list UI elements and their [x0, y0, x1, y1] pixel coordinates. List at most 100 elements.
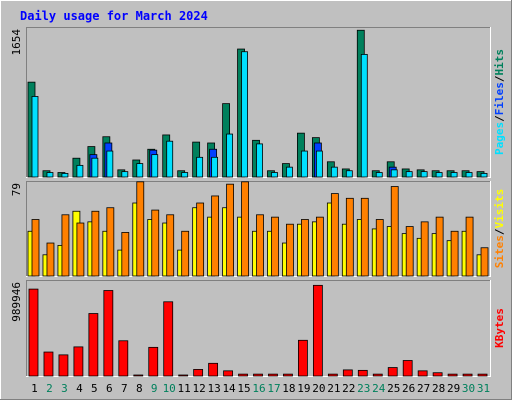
panel-visits-sites: 79 Sites/Visits — [10, 181, 506, 277]
chart-title: Daily usage for March 2024 — [20, 9, 208, 23]
bar-sites-day-25 — [390, 186, 399, 277]
panel-legend: Sites/Visits — [493, 189, 506, 269]
bar-kbytes-day-26 — [402, 360, 413, 377]
bar-sites-day-4 — [76, 222, 85, 277]
bar-sites-day-16 — [256, 214, 264, 277]
day-label-15: 15 — [237, 382, 250, 395]
bar-pages-day-11 — [181, 172, 189, 178]
bar-pages-day-14 — [226, 133, 233, 178]
bar-pages-day-23 — [360, 54, 368, 178]
day-label-5: 5 — [91, 382, 98, 395]
bar-pages-day-8 — [136, 163, 144, 178]
bar-kbytes-day-3 — [58, 354, 69, 377]
day-label-11: 11 — [178, 382, 191, 395]
bar-kbytes-day-18 — [283, 373, 293, 377]
bar-kbytes-day-1 — [28, 288, 39, 377]
bar-pages-day-18 — [286, 166, 293, 178]
bar-kbytes-day-23 — [357, 369, 368, 377]
bar-sites-day-8 — [136, 181, 145, 277]
bar-pages-day-31 — [480, 173, 488, 178]
bar-kbytes-day-16 — [253, 373, 263, 377]
bar-pages-day-19 — [301, 150, 308, 178]
bar-pages-day-4 — [76, 164, 84, 178]
bar-sites-day-31 — [480, 247, 489, 277]
bar-kbytes-day-11 — [178, 374, 189, 377]
legend-entry: / — [493, 228, 506, 235]
bar-pages-day-17 — [271, 172, 278, 178]
bar-pages-day-3 — [61, 173, 69, 178]
legend-entry: / — [493, 115, 506, 122]
bar-sites-day-27 — [420, 221, 429, 277]
legend-entry: Pages — [493, 122, 506, 155]
bar-pages-day-1 — [31, 96, 39, 178]
day-label-4: 4 — [76, 382, 83, 395]
legend-entry: Files — [493, 82, 506, 115]
bar-kbytes-day-21 — [327, 373, 338, 377]
day-label-10: 10 — [163, 382, 176, 395]
bar-kbytes-day-10 — [163, 301, 174, 377]
day-label-17: 17 — [267, 382, 280, 395]
day-label-18: 18 — [282, 382, 295, 395]
bar-pages-day-26 — [405, 171, 413, 178]
bar-sites-day-17 — [271, 216, 279, 277]
bar-pages-day-30 — [465, 172, 473, 178]
bar-pages-day-29 — [450, 172, 458, 178]
panel-max-label: 1654 — [10, 29, 23, 56]
bar-sites-day-24 — [375, 219, 384, 277]
bar-sites-day-22 — [345, 197, 354, 277]
legend-entry: / — [493, 75, 506, 82]
bar-kbytes-day-24 — [372, 373, 383, 377]
day-label-27: 27 — [417, 382, 430, 395]
bar-pages-day-10 — [166, 140, 174, 178]
bar-kbytes-day-27 — [417, 370, 428, 377]
bar-pages-day-25 — [390, 169, 398, 178]
bar-sites-day-14 — [226, 183, 234, 277]
panel-max-label: 989946 — [10, 282, 23, 322]
bar-kbytes-day-12 — [193, 369, 204, 377]
bar-kbytes-day-22 — [342, 369, 353, 377]
bar-sites-day-15 — [241, 181, 249, 277]
chart-panels: 1654Pages/Files/Hits79Sites/Visits989946… — [10, 27, 506, 377]
bar-sites-day-18 — [286, 223, 294, 277]
day-label-21: 21 — [327, 382, 340, 395]
day-label-1: 1 — [31, 382, 38, 395]
bar-kbytes-day-20 — [312, 284, 323, 377]
panel-frame — [26, 280, 490, 376]
bar-sites-day-10 — [166, 214, 175, 277]
day-label-28: 28 — [432, 382, 445, 395]
bar-sites-day-30 — [465, 216, 474, 277]
bar-kbytes-day-14 — [223, 370, 233, 377]
bar-pages-day-6 — [106, 150, 114, 178]
bar-sites-day-20 — [315, 216, 324, 277]
day-label-13: 13 — [207, 382, 220, 395]
panel-legend: KBytes — [493, 308, 506, 348]
day-label-9: 9 — [151, 382, 158, 395]
day-axis-labels: 1 2 3 4 5 6 7 8 9 10 11 12 13 14 15 16 17 18 19 20 21 22 23 24 2… — [31, 382, 490, 395]
day-label-16: 16 — [252, 382, 265, 395]
day-label-23: 23 — [357, 382, 370, 395]
bar-sites-day-6 — [106, 207, 115, 277]
bar-kbytes-day-2 — [43, 351, 54, 377]
bar-sites-day-29 — [450, 230, 459, 277]
day-label-12: 12 — [193, 382, 206, 395]
bar-pages-day-20 — [315, 150, 323, 178]
bar-kbytes-day-4 — [73, 346, 84, 377]
bar-sites-day-13 — [211, 195, 220, 277]
bar-sites-day-28 — [435, 216, 444, 277]
bar-pages-day-16 — [256, 143, 263, 178]
day-label-7: 7 — [121, 382, 128, 395]
bar-pages-day-22 — [345, 170, 353, 178]
bar-sites-day-7 — [121, 232, 130, 277]
legend-entry: Sites — [493, 235, 506, 268]
bar-kbytes-day-19 — [298, 339, 308, 377]
day-label-31: 31 — [477, 382, 490, 395]
bar-sites-day-5 — [91, 210, 100, 277]
bar-kbytes-day-17 — [268, 373, 278, 377]
bar-pages-day-2 — [46, 172, 54, 178]
panel-kbytes: 989946 KBytes — [10, 280, 506, 377]
bar-kbytes-day-13 — [208, 362, 219, 377]
bar-pages-day-27 — [420, 171, 428, 178]
bar-kbytes-day-30 — [462, 373, 473, 377]
